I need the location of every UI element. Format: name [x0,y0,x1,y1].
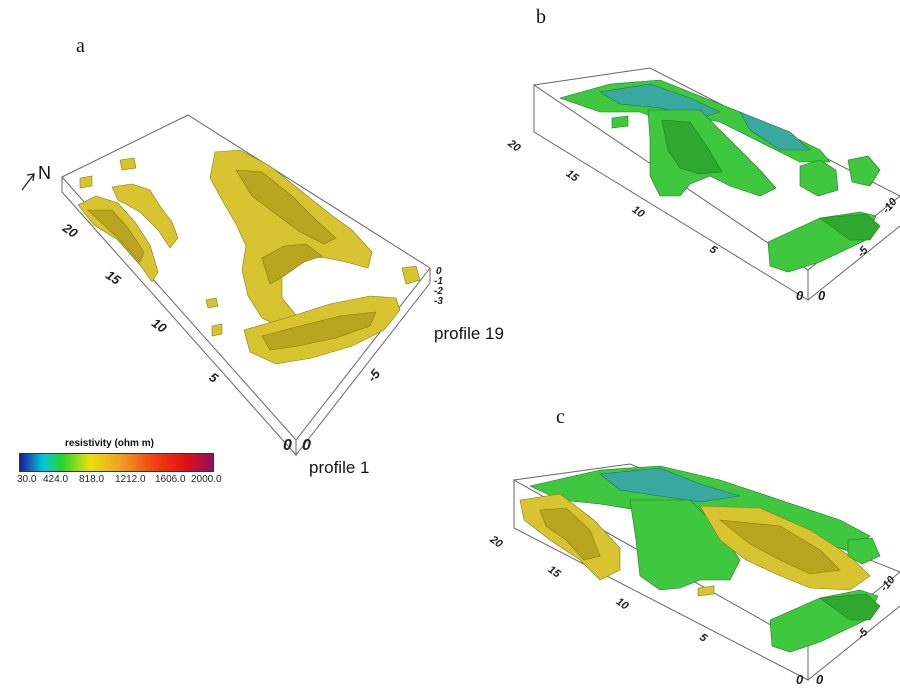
resistivity-legend: resistivity (ohm m) 30.0 424.0 818.0 121… [17,438,222,488]
north-arrow-label: N [38,163,51,183]
profile-1-label: profile 1 [309,458,370,477]
panel-b-box [532,67,900,301]
panel-b-letter: b [536,6,546,28]
panel-a-box [61,114,431,457]
panel-a-depth-tick-3: -3 [434,296,443,307]
panel-c-letter: c [556,406,565,428]
legend-tick-818: 818.0 [79,474,105,485]
panel-a-short-tick-0: 0 [302,437,311,454]
legend-tick-30: 30.0 [17,474,37,485]
panel-b-conductive-bodies [559,79,881,273]
legend-tick-1212: 1212.0 [115,474,146,485]
panel-c-long-tick-0: 0 [796,672,804,687]
panel-a-depth-tick-1: -1 [434,276,443,287]
legend-title: resistivity (ohm m) [65,438,154,449]
legend-color-bar [19,453,214,472]
panel-b-short-tick-0: 0 [818,288,826,303]
panel-a-resistive-bodies [77,149,421,365]
panel-a-letter: a [76,35,85,57]
panel-c-mixed-bodies [519,465,881,653]
panel-b-long-tick-0: 0 [796,288,804,303]
panel-a-long-tick-0: 0 [283,437,292,454]
legend-tick-2000: 2000.0 [191,474,222,485]
legend-tick-1606: 1606.0 [155,474,186,485]
panel-a-depth-tick-0: 0 [436,266,442,277]
profile-19-label: profile 19 [434,324,504,343]
north-arrow-icon [21,173,35,191]
panel-c-short-tick-0: 0 [816,672,824,687]
panel-a-depth-tick-2: -2 [434,286,443,297]
legend-tick-424: 424.0 [43,474,69,485]
